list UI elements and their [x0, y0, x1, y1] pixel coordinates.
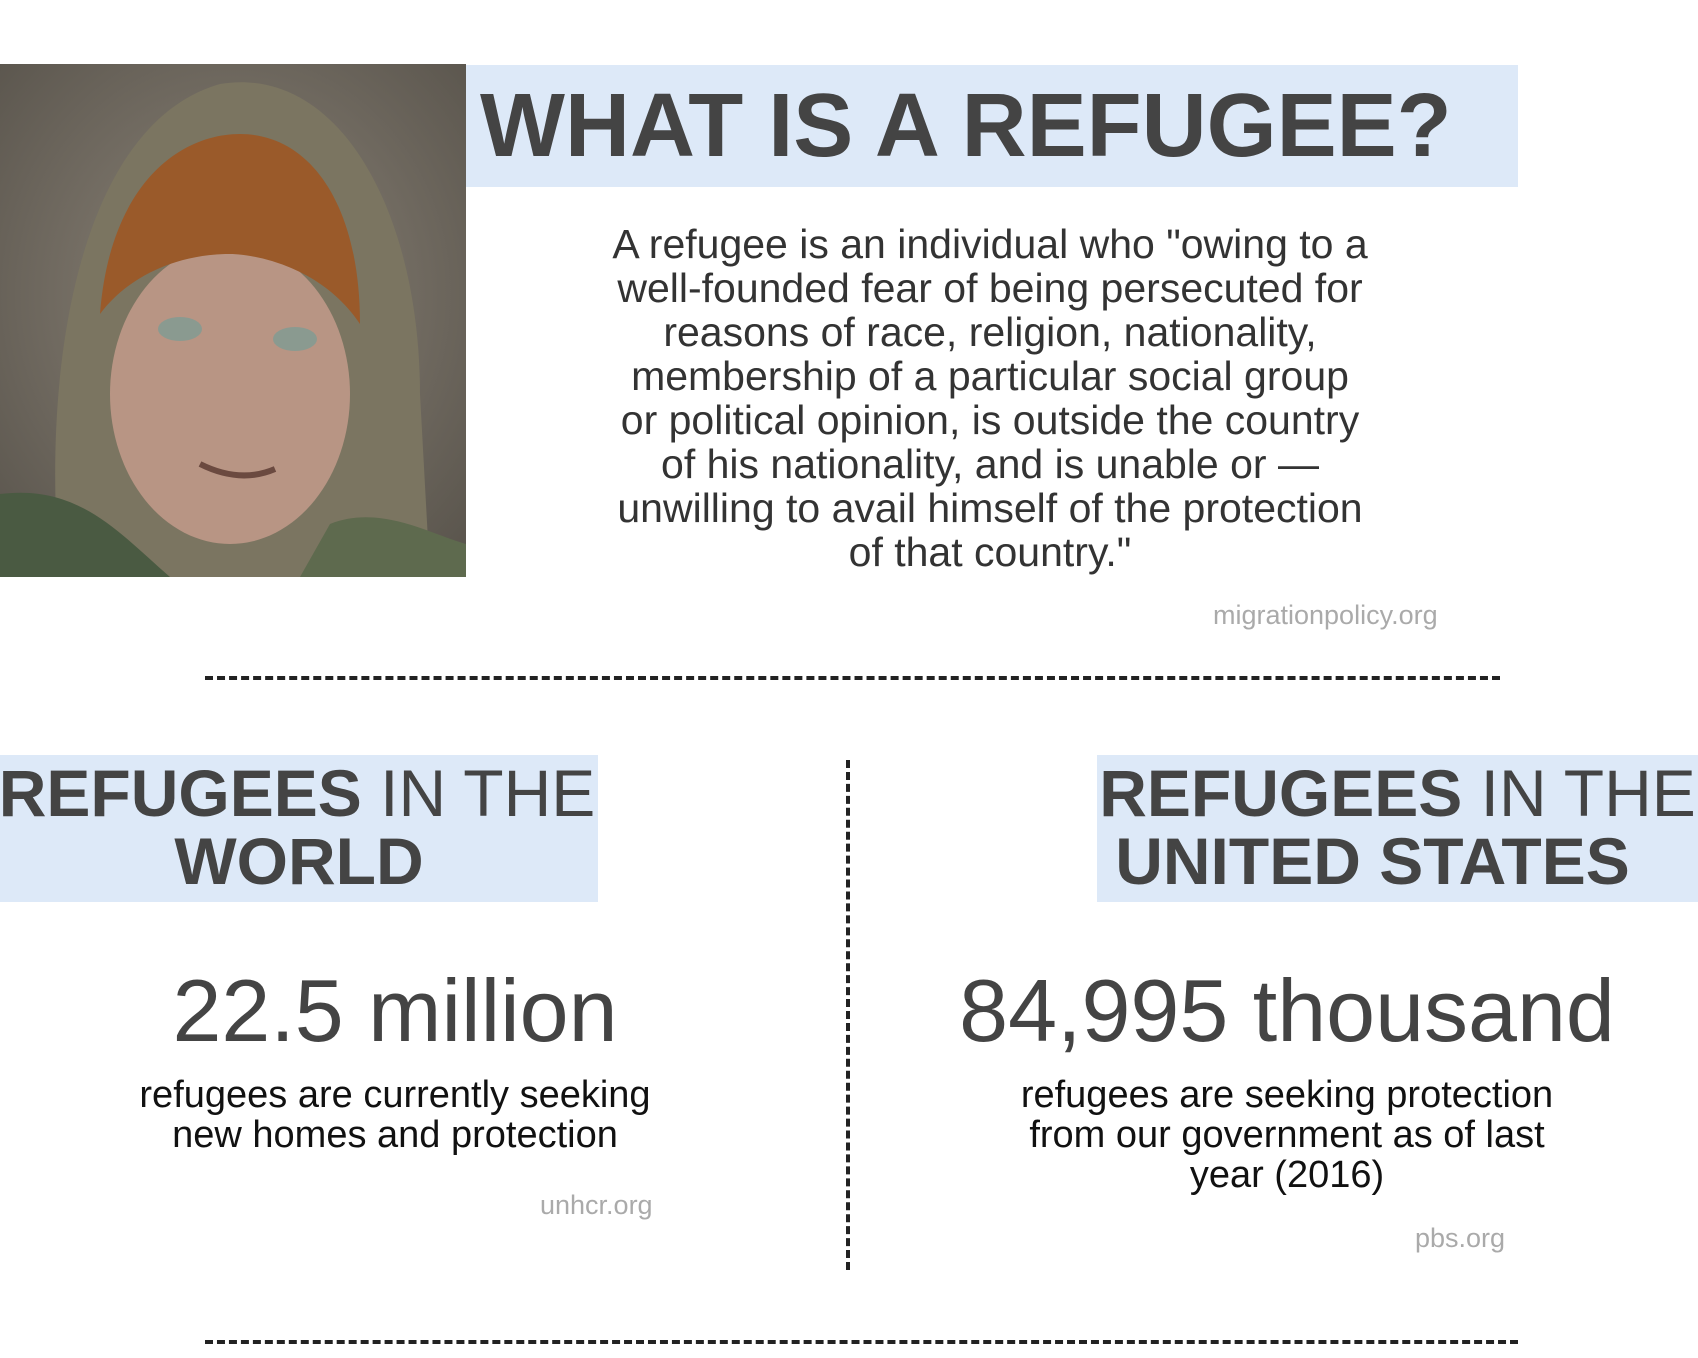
text-line: reasons of race, religion, nationality,	[663, 309, 1317, 355]
page-title: WHAT IS A REFUGEE?	[480, 76, 1452, 176]
text-line: well-founded fear of being persecuted fo…	[617, 265, 1363, 311]
heading-bold: REFUGEES	[0, 756, 362, 830]
text-line: of that country."	[848, 529, 1132, 575]
text-line: unwilling to avail himself of the protec…	[617, 485, 1363, 531]
title-banner: WHAT IS A REFUGEE?	[466, 65, 1518, 187]
definition: A refugee is an individual who "owing to…	[560, 222, 1420, 574]
text-line: year (2016)	[1189, 1154, 1385, 1196]
text-line: new homes and protection	[172, 1114, 618, 1156]
text-line: refugees are currently seeking	[139, 1074, 651, 1116]
source: migrationpolicy.org	[1213, 600, 1438, 630]
heading-line: WORLD	[174, 824, 424, 898]
heading-line: UNITED STATES	[1115, 824, 1630, 898]
divider	[205, 1340, 1518, 1344]
heading-rest: IN THE	[1480, 756, 1696, 830]
section-heading: REFUGEES IN THE UNITED STATES	[1097, 755, 1698, 902]
description: refugees are seeking protection from our …	[880, 1075, 1694, 1195]
heading-bold: REFUGEES	[1099, 756, 1463, 830]
source: pbs.org	[1415, 1223, 1506, 1253]
source: unhcr.org	[540, 1190, 653, 1220]
text-line: from our government as of last	[1029, 1114, 1545, 1156]
text-line: of his nationality, and is unable or —	[661, 441, 1319, 487]
figure: 84,995 thousand	[959, 961, 1615, 1060]
text-line: membership of a particular social group	[631, 353, 1349, 399]
text-line: A refugee is an individual who "owing to…	[612, 221, 1368, 267]
heading-rest: IN THE	[380, 756, 596, 830]
description: refugees are currently seeking new homes …	[0, 1075, 790, 1155]
section-heading: REFUGEES IN THE WORLD	[0, 755, 598, 902]
divider	[205, 676, 1500, 680]
text-line: refugees are seeking protection	[1020, 1074, 1554, 1116]
divider	[846, 760, 850, 1270]
figure: 22.5 million	[172, 961, 618, 1060]
photo	[0, 64, 466, 577]
text-line: or political opinion, is outside the cou…	[620, 397, 1360, 443]
